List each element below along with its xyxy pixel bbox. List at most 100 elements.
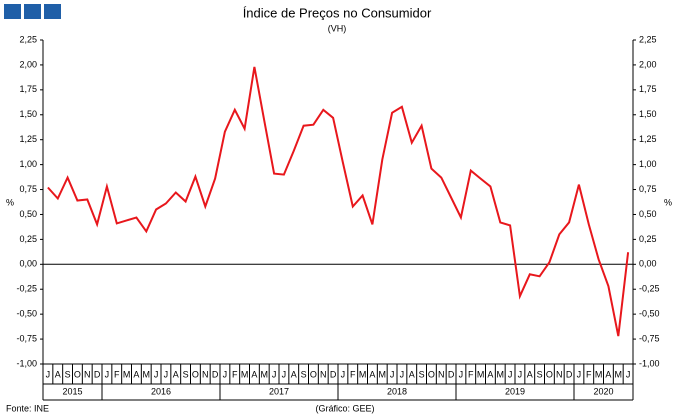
x-tick-label: J: [626, 369, 631, 379]
y-tick-label: -0,25: [16, 284, 37, 294]
logo: [24, 4, 41, 19]
year-label: 2015: [62, 386, 82, 396]
x-tick-label: J: [508, 369, 513, 379]
x-tick-label: D: [330, 369, 337, 379]
line: [47, 66, 630, 337]
x-tick-label: O: [310, 369, 317, 379]
x-tick-label: O: [546, 369, 553, 379]
y-tick-label: -0,75: [639, 333, 660, 343]
x-tick-label: N: [556, 369, 563, 379]
y-tick-label: 0,50: [19, 209, 37, 219]
y-tick-label: 1,75: [639, 84, 657, 94]
x-tick-label: F: [586, 369, 592, 379]
year-label: 2017: [269, 386, 289, 396]
x-tick-label: M: [143, 369, 151, 379]
x-tick-label: M: [123, 369, 131, 379]
x-tick-label: N: [438, 369, 445, 379]
x-tick-label: F: [350, 369, 356, 379]
x-tick-label: N: [202, 369, 209, 379]
y-tick-label: 1,00: [639, 159, 657, 169]
x-tick-label: F: [468, 369, 474, 379]
x-tick-label: A: [133, 369, 139, 379]
y-tick-label: 1,75: [19, 84, 37, 94]
x-tick-label: M: [477, 369, 485, 379]
x-tick-label: J: [272, 369, 277, 379]
x-tick-label: N: [320, 369, 327, 379]
year-label: 2018: [387, 386, 407, 396]
year-label: 2019: [505, 386, 525, 396]
x-tick-label: A: [527, 369, 533, 379]
x-tick-label: J: [390, 369, 395, 379]
x-tick-label: S: [537, 369, 543, 379]
y-tick-label: -0,50: [639, 309, 660, 319]
x-tick-label: S: [419, 369, 425, 379]
logo: [4, 4, 21, 19]
y-tick-label: 0,25: [639, 234, 657, 244]
x-tick-label: O: [428, 369, 435, 379]
chart-subtitle: (VH): [328, 23, 347, 33]
x-tick-label: A: [291, 369, 297, 379]
x-tick-label: A: [369, 369, 375, 379]
y-tick-label: 0,75: [639, 184, 657, 194]
y-axis-label: %: [664, 197, 672, 207]
y-tick-label: 1,25: [19, 134, 37, 144]
y-tick-label: 0,75: [19, 184, 37, 194]
x-tick-label: A: [251, 369, 257, 379]
x-tick-label: A: [173, 369, 179, 379]
x-tick-label: M: [615, 369, 623, 379]
y-tick-label: 1,25: [639, 134, 657, 144]
source: Fonte: INE: [6, 403, 49, 413]
x-tick-label: J: [105, 369, 110, 379]
y-tick-label: 1,50: [639, 109, 657, 119]
y-tick-label: 1,00: [19, 159, 37, 169]
x-tick-label: M: [359, 369, 367, 379]
credit: (Gráfico: GEE): [315, 403, 374, 413]
y-tick-label: 2,00: [19, 59, 37, 69]
x-tick-label: O: [74, 369, 81, 379]
x-tick-label: J: [459, 369, 464, 379]
x-tick-label: A: [605, 369, 611, 379]
x-tick-label: J: [223, 369, 228, 379]
x-tick-label: M: [379, 369, 387, 379]
y-tick-label: 0,50: [639, 209, 657, 219]
y-tick-label: -0,25: [639, 284, 660, 294]
y-tick-label: -0,50: [16, 309, 37, 319]
x-tick-label: F: [114, 369, 120, 379]
x-tick-label: A: [409, 369, 415, 379]
x-tick-label: O: [192, 369, 199, 379]
x-tick-label: M: [497, 369, 505, 379]
chart-title: Índice de Preços no Consumidor: [243, 5, 432, 20]
x-tick-label: J: [518, 369, 523, 379]
y-tick-label: 2,25: [19, 34, 37, 44]
y-tick-label: 0,25: [19, 234, 37, 244]
x-tick-label: N: [84, 369, 91, 379]
x-tick-label: D: [94, 369, 101, 379]
y-tick-label: -1,00: [639, 358, 660, 368]
x-tick-label: M: [241, 369, 249, 379]
logo: [44, 4, 61, 19]
y-tick-label: 1,50: [19, 109, 37, 119]
x-tick-label: D: [566, 369, 573, 379]
y-tick-label: 0,00: [19, 259, 37, 269]
x-tick-label: J: [341, 369, 346, 379]
x-tick-label: J: [46, 369, 51, 379]
y-tick-label: -0,75: [16, 333, 37, 343]
x-tick-label: A: [487, 369, 493, 379]
x-tick-label: D: [448, 369, 455, 379]
x-tick-label: M: [261, 369, 269, 379]
y-tick-label: -1,00: [16, 358, 37, 368]
x-tick-label: J: [154, 369, 159, 379]
year-label: 2020: [593, 386, 613, 396]
y-tick-label: 2,00: [639, 59, 657, 69]
x-tick-label: S: [65, 369, 71, 379]
x-tick-label: A: [55, 369, 61, 379]
y-tick-label: 2,25: [639, 34, 657, 44]
year-label: 2016: [151, 386, 171, 396]
x-tick-label: S: [183, 369, 189, 379]
y-axis-label: %: [6, 197, 14, 207]
x-tick-label: F: [232, 369, 238, 379]
x-tick-label: J: [282, 369, 287, 379]
x-tick-label: J: [400, 369, 405, 379]
x-tick-label: D: [212, 369, 219, 379]
